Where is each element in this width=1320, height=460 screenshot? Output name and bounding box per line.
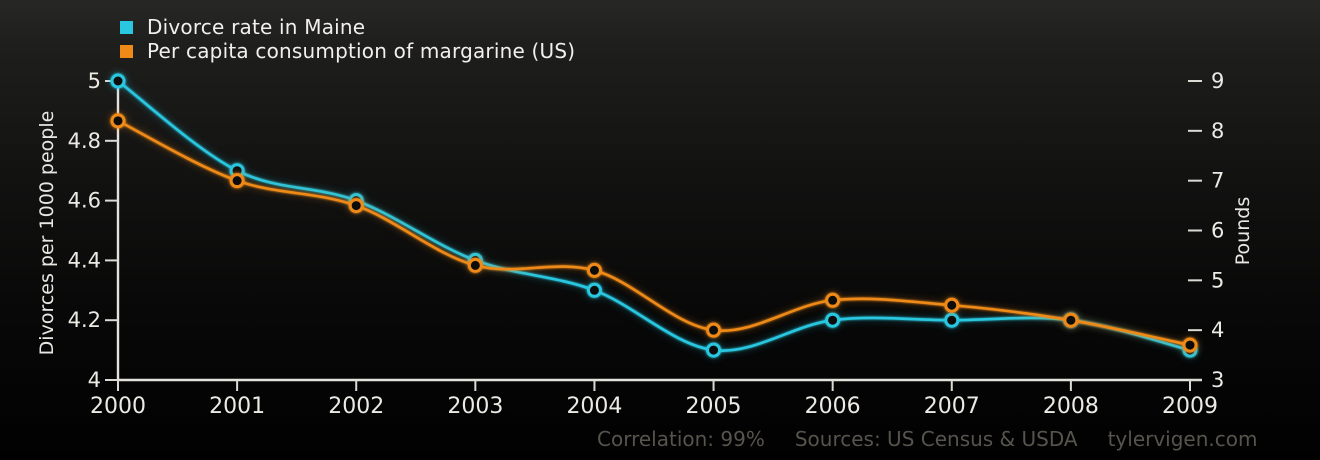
legend-item-margarine: Per capita consumption of margarine (US)	[120, 39, 575, 63]
series-group	[110, 113, 1198, 353]
x-axis-tick-label: 2002	[328, 394, 384, 419]
data-point-marker	[825, 312, 841, 328]
data-point-marker	[1063, 312, 1079, 328]
x-axis-tick-label: 2001	[209, 394, 265, 419]
x-axis-tick-label: 2004	[566, 394, 622, 419]
x-axis-tick-label: 2000	[90, 394, 146, 419]
legend-label-margarine: Per capita consumption of margarine (US)	[147, 39, 576, 63]
x-axis-tick-label: 2003	[447, 394, 503, 419]
sources-note: Sources: US Census & USDA	[794, 427, 1078, 451]
attribution-link: tylervigen.com	[1107, 427, 1258, 451]
right-axis-tick-label: 9	[1211, 69, 1224, 93]
right-axis-tick-label: 5	[1211, 268, 1224, 292]
left-axis-tick-label: 4.2	[68, 308, 101, 332]
left-axis-tick-label: 4.6	[68, 189, 101, 213]
right-axis-tick-label: 4	[1211, 318, 1224, 342]
data-point-marker	[944, 297, 960, 313]
data-point-marker	[586, 282, 602, 298]
data-point-marker	[110, 73, 126, 89]
left-axis-tick-label: 4	[88, 368, 101, 392]
legend-label-divorce: Divorce rate in Maine	[147, 15, 366, 39]
data-point-marker	[586, 262, 602, 278]
divorce-series-swatch	[120, 20, 133, 34]
left-axis-tick-label: 5	[88, 69, 101, 93]
left-axis-tick-label: 4.8	[68, 129, 101, 153]
data-point-marker	[467, 257, 483, 273]
data-point-marker	[706, 342, 722, 358]
series-line	[116, 119, 1192, 347]
legend: Divorce rate in Maine Per capita consump…	[120, 15, 575, 63]
data-point-marker	[706, 322, 722, 338]
correlation-note: Correlation: 99%	[597, 427, 765, 451]
data-point-marker	[348, 198, 364, 214]
right-axis-tick-label: 7	[1211, 169, 1224, 193]
data-point-marker	[1182, 337, 1198, 353]
right-axis-tick-label: 6	[1211, 219, 1224, 243]
data-point-marker	[944, 312, 960, 328]
x-axis-tick-label: 2009	[1162, 394, 1218, 419]
right-axis-tick-label: 8	[1211, 119, 1224, 143]
right-axis-tick-label: 3	[1211, 368, 1224, 392]
legend-item-divorce: Divorce rate in Maine	[120, 15, 575, 39]
series-line	[116, 79, 1192, 352]
x-axis-tick-label: 2006	[805, 394, 861, 419]
data-point-marker	[110, 113, 126, 129]
data-point-marker	[229, 173, 245, 189]
right-axis-title: Pounds	[1232, 196, 1254, 266]
margarine-series-swatch	[120, 44, 133, 58]
left-axis-title: Divorces per 1000 people	[36, 110, 58, 356]
left-axis-tick-label: 4.4	[68, 248, 101, 272]
chart-footer: Correlation: 99% Sources: US Census & US…	[597, 427, 1257, 451]
x-axis-tick-label: 2007	[924, 394, 980, 419]
x-axis-tick-label: 2005	[686, 394, 742, 419]
data-point-marker	[825, 292, 841, 308]
x-axis-tick-label: 2008	[1043, 394, 1099, 419]
